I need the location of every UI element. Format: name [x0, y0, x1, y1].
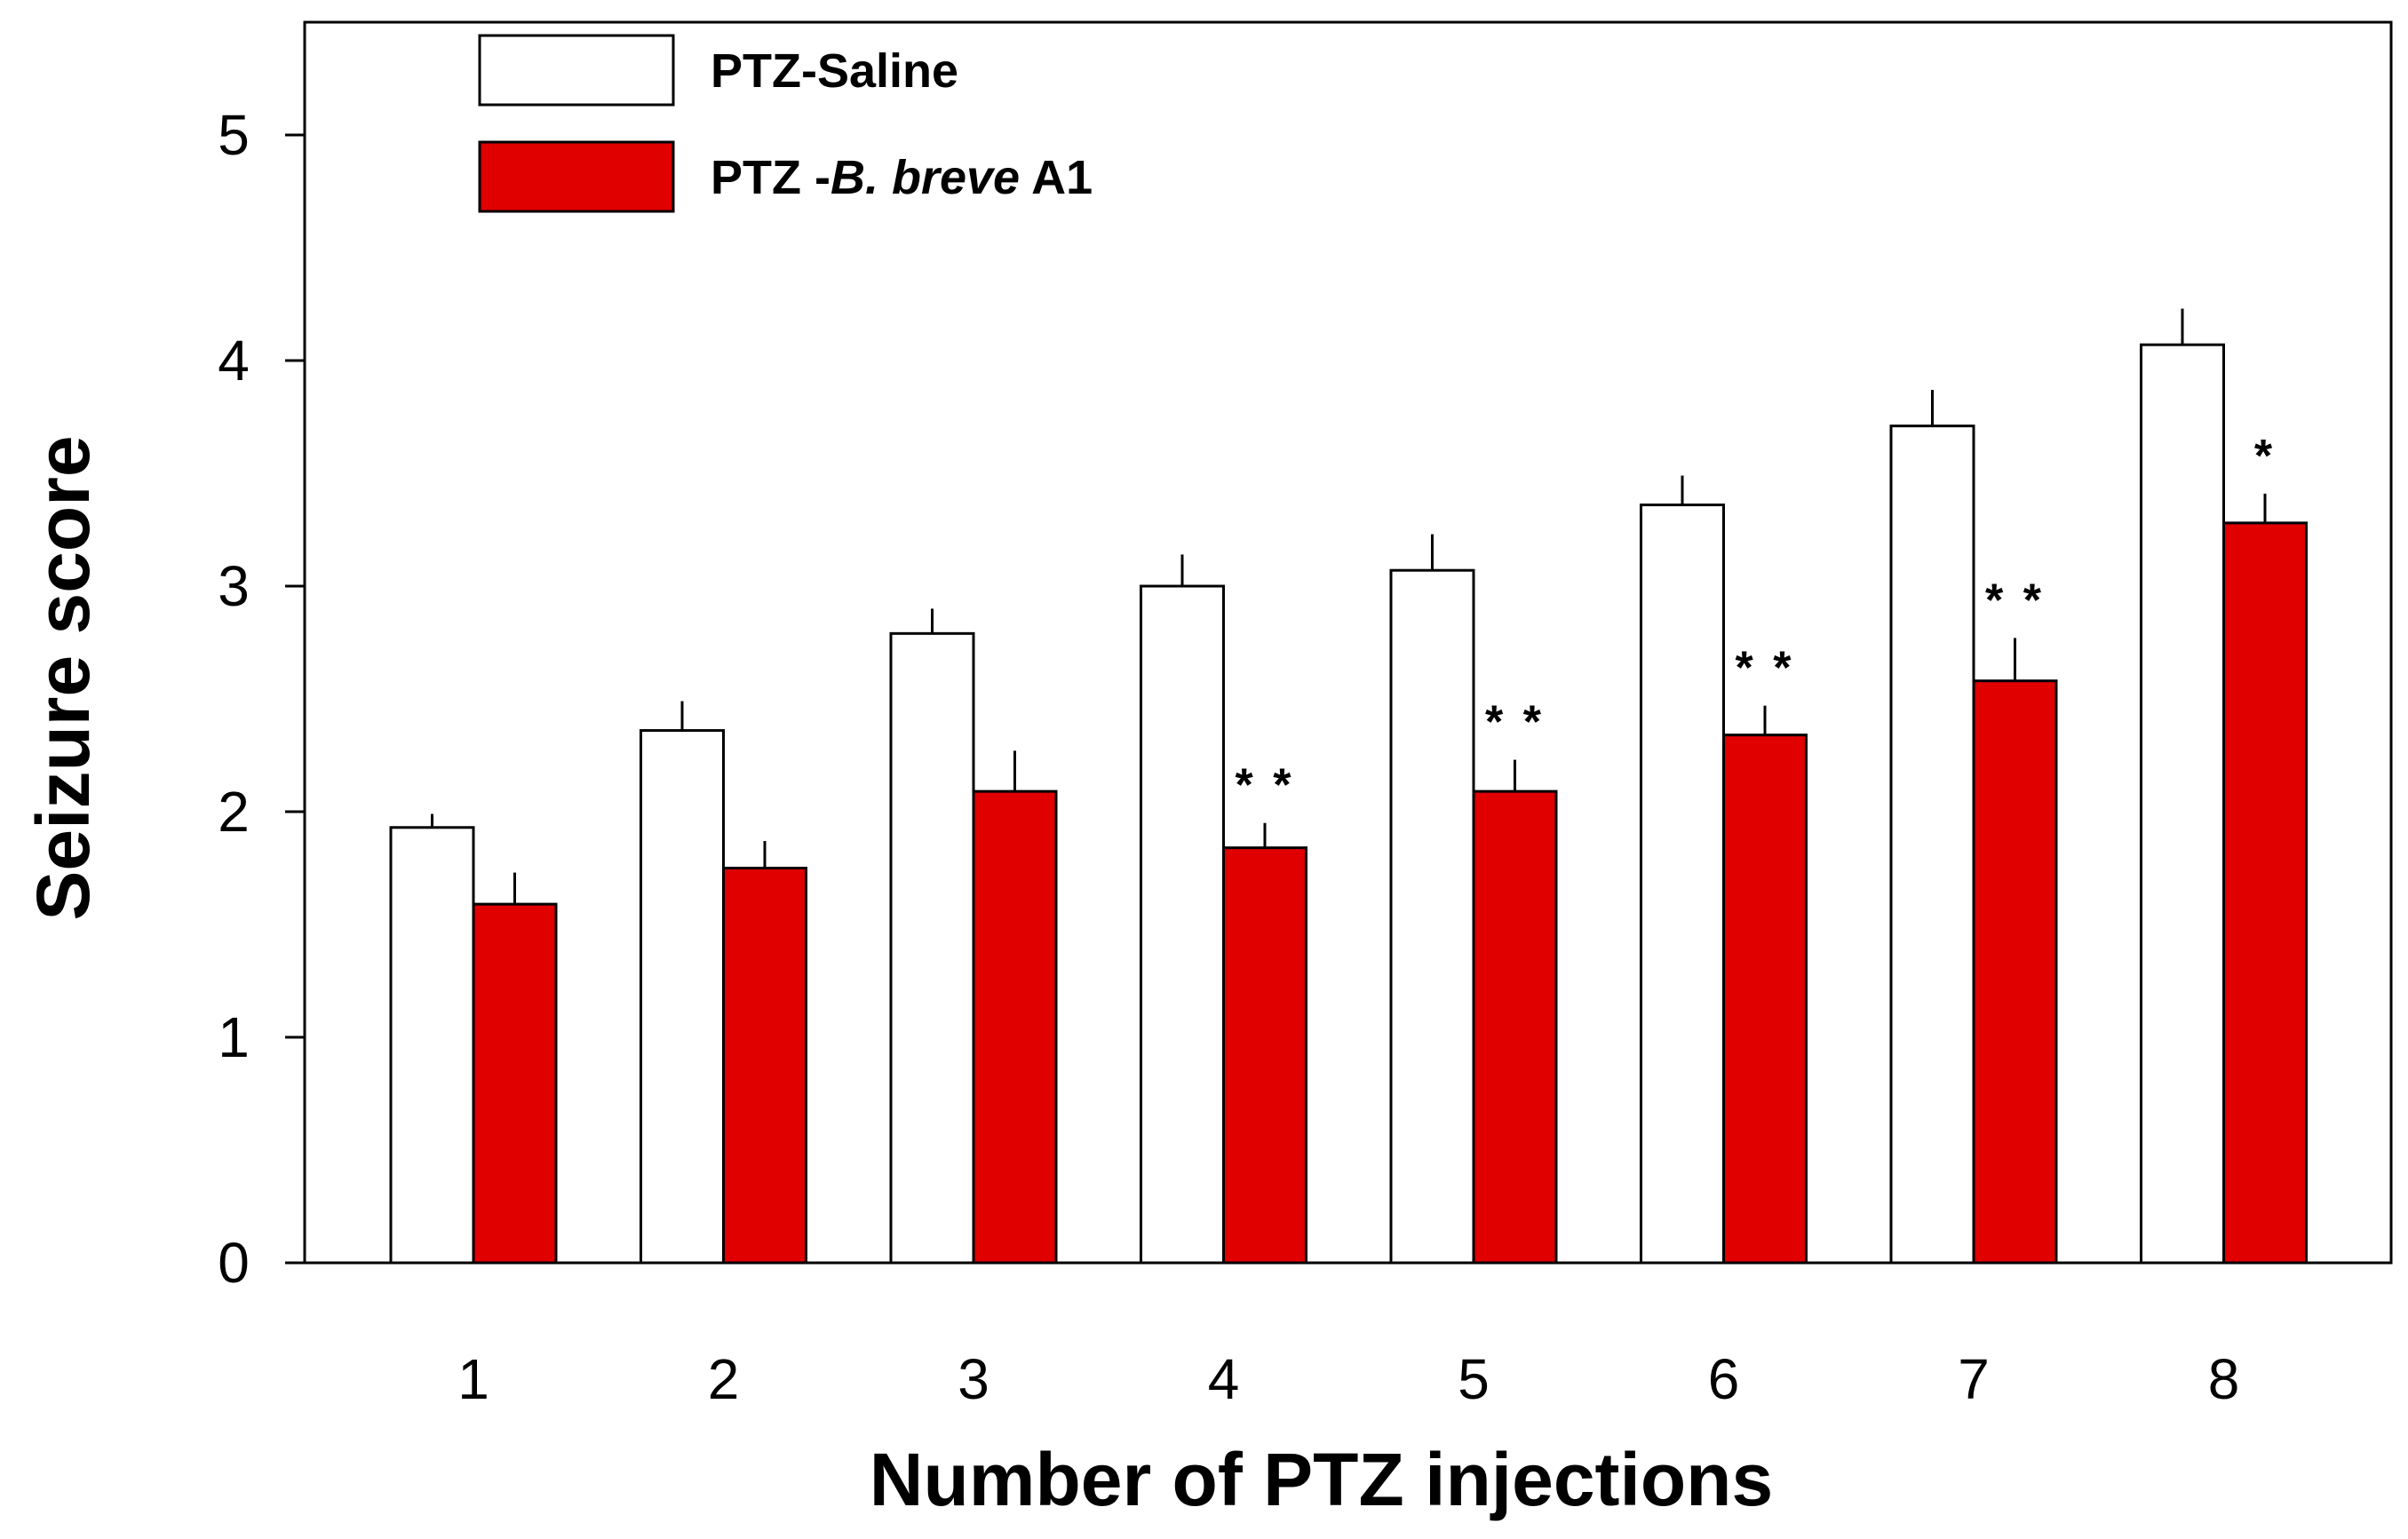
bar-ptz-saline: [640, 729, 725, 1265]
significance-label: * *: [1236, 760, 1295, 812]
y-tick-label: 1: [218, 1005, 250, 1069]
bar-ptz-saline: [1889, 424, 1975, 1265]
y-axis-title: Seizure score: [21, 435, 105, 920]
x-tick-label: 8: [2208, 1347, 2240, 1411]
legend-label-ptz-b-breve: PTZ -B. breve A1: [711, 151, 1093, 204]
bar-ptz-saline: [389, 826, 475, 1265]
bar-ptz-b-breve: [1972, 679, 2058, 1265]
significance-label: *: [2254, 431, 2276, 482]
y-tick-label: 5: [218, 103, 250, 167]
x-tick-label: 6: [1708, 1347, 1740, 1411]
bar-ptz-saline: [1389, 568, 1475, 1265]
bar-ptz-b-breve: [722, 867, 807, 1265]
bar-ptz-b-breve: [1222, 846, 1307, 1265]
bar-ptz-saline: [889, 631, 975, 1265]
bar-ptz-b-breve: [1472, 789, 1558, 1265]
bar-ptz-b-breve: [1722, 734, 1808, 1265]
legend-swatch-ptz-saline: [478, 34, 675, 107]
x-tick-label: 4: [1208, 1347, 1240, 1411]
bar-ptz-b-breve: [2222, 521, 2308, 1265]
legend-label-ptz-saline: PTZ-Saline: [711, 44, 958, 98]
bar-ptz-b-breve: [472, 902, 558, 1265]
y-tick-label: 0: [218, 1231, 250, 1295]
x-tick-label: 7: [1958, 1347, 1990, 1411]
x-axis-title: Number of PTZ injections: [870, 1438, 1773, 1521]
bar-ptz-saline: [2140, 343, 2225, 1265]
x-tick-label: 3: [958, 1347, 989, 1411]
significance-label: * *: [1485, 697, 1545, 749]
bar-ptz-saline: [1640, 504, 1725, 1265]
x-tick-label: 5: [1458, 1347, 1490, 1411]
y-tick-label: 4: [218, 329, 250, 393]
significance-label: * *: [1736, 643, 1795, 694]
plot-frame: [303, 20, 2393, 1265]
significance-label: * *: [1985, 575, 2045, 626]
x-tick-label: 1: [457, 1347, 489, 1411]
x-tick-label: 2: [708, 1347, 740, 1411]
y-tick-label: 3: [218, 554, 250, 618]
legend-swatch-ptz-b-breve: [478, 140, 675, 213]
y-tick-label: 2: [218, 780, 250, 844]
bar-ptz-b-breve: [972, 789, 1058, 1265]
bar-ptz-saline: [1140, 584, 1225, 1265]
